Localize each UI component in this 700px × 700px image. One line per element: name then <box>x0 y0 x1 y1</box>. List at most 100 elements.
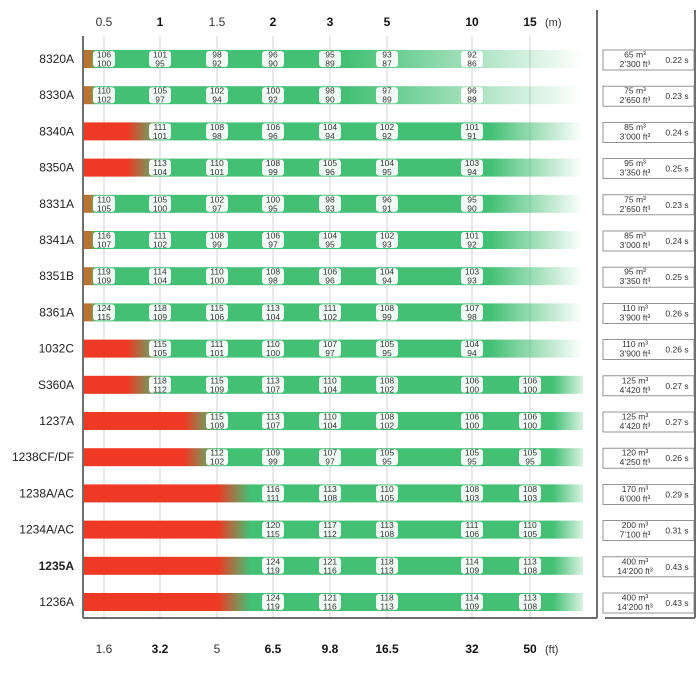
value-label: 98 <box>212 50 222 60</box>
value-label: 102 <box>210 86 224 96</box>
room-box <box>602 592 695 614</box>
top-tick-label: 3 <box>327 15 334 29</box>
room-box <box>602 194 695 216</box>
value-cell-bg <box>93 51 115 67</box>
value-label: 111 <box>466 520 479 530</box>
value-label: 92 <box>212 59 222 69</box>
value-cell-bg <box>376 232 398 248</box>
value-cell-bg <box>262 232 284 248</box>
value-label: 104 <box>380 158 394 168</box>
value-label: 108 <box>380 412 394 422</box>
value-cell-bg <box>262 594 284 610</box>
value-label: 106 <box>97 50 111 60</box>
room-volume-label: 75 m³ <box>624 86 646 96</box>
value-cell-bg <box>376 123 398 140</box>
value-label: 105 <box>523 529 537 539</box>
value-cell-bg <box>262 413 284 429</box>
model-label: 1238CF/DF <box>12 450 74 464</box>
value-cell-bg <box>519 594 541 610</box>
value-label: 102 <box>380 384 394 394</box>
value-label: 107 <box>323 339 337 349</box>
value-label: 110 <box>97 194 111 204</box>
value-label: 113 <box>266 412 280 422</box>
value-label: 109 <box>97 276 111 286</box>
value-label: 91 <box>467 131 477 141</box>
model-label: 1236A <box>39 595 74 609</box>
value-label: 98 <box>325 194 335 204</box>
value-label: 113 <box>523 593 537 603</box>
room-box <box>602 483 695 505</box>
value-label: 106 <box>465 375 479 385</box>
value-label: 99 <box>382 312 392 322</box>
value-label: 116 <box>97 231 111 241</box>
value-cell-bg <box>519 557 541 574</box>
decay-time-label: 0.27 s <box>665 381 688 391</box>
room-box <box>602 158 695 180</box>
value-label: 104 <box>323 421 337 431</box>
value-label: 114 <box>465 593 479 603</box>
value-label: 110 <box>210 158 224 168</box>
value-label: 108 <box>266 267 280 277</box>
value-cell-bg <box>519 449 541 466</box>
value-label: 118 <box>380 556 394 566</box>
decay-time-label: 0.43 s <box>665 598 688 608</box>
value-cell-bg <box>319 376 341 393</box>
value-label: 105 <box>523 448 537 458</box>
model-label: 1238A/AC <box>19 486 74 500</box>
value-label: 104 <box>323 122 337 132</box>
value-label: 107 <box>465 303 479 313</box>
value-cell-bg <box>461 557 483 574</box>
model-label: 8330A <box>39 88 74 102</box>
model-label: 1235A <box>39 559 75 573</box>
room-volume-label: 125 m³ <box>622 375 649 385</box>
value-label: 95 <box>325 50 335 60</box>
value-cell-bg <box>376 304 398 321</box>
value-cell-bg <box>319 594 341 610</box>
value-cell-bg <box>376 51 398 67</box>
top-tick-label: 1 <box>157 15 164 29</box>
value-labels: 1061001019598929690958993879286110102105… <box>93 50 541 612</box>
top-tick-label: 15 <box>523 15 537 29</box>
value-cell-bg <box>519 376 541 393</box>
value-label: 97 <box>382 86 392 96</box>
value-label: 119 <box>266 602 280 612</box>
value-label: 110 <box>380 484 394 494</box>
value-label: 104 <box>380 267 394 277</box>
value-label: 102 <box>97 95 111 105</box>
value-label: 86 <box>467 59 477 69</box>
value-cell-bg <box>149 376 171 393</box>
value-label: 96 <box>467 86 477 96</box>
value-cell-bg <box>206 51 228 67</box>
value-cell-bg <box>319 449 341 466</box>
value-cell-bg <box>206 304 228 321</box>
value-label: 114 <box>153 267 167 277</box>
value-label: 103 <box>465 267 479 277</box>
value-cell-bg <box>376 413 398 429</box>
value-label: 98 <box>268 276 278 286</box>
value-cell-bg <box>93 304 115 321</box>
value-label: 119 <box>97 267 111 277</box>
value-cell-bg <box>519 413 541 429</box>
value-label: 102 <box>153 240 167 250</box>
room-box <box>602 49 695 71</box>
value-label: 100 <box>465 421 479 431</box>
value-label: 110 <box>266 339 280 349</box>
value-cell-bg <box>149 195 171 212</box>
value-cell-bg <box>149 51 171 67</box>
value-label: 100 <box>153 203 167 213</box>
model-label: 8340A <box>39 124 74 138</box>
model-label: 1234A/AC <box>19 523 74 537</box>
decay-time-label: 0.43 s <box>665 562 688 572</box>
value-label: 99 <box>212 240 222 250</box>
room-volume-label: 3’900 ft³ <box>620 312 651 322</box>
value-cell-bg <box>93 232 115 248</box>
value-label: 116 <box>323 565 337 575</box>
value-label: 95 <box>382 457 392 467</box>
room-volume-label: 95 m³ <box>624 158 646 168</box>
model-label: 1237A <box>39 414 74 428</box>
value-label: 106 <box>266 231 280 241</box>
value-label: 113 <box>266 375 280 385</box>
value-label: 99 <box>268 167 278 177</box>
value-cell-bg <box>376 485 398 502</box>
value-label: 95 <box>382 167 392 177</box>
